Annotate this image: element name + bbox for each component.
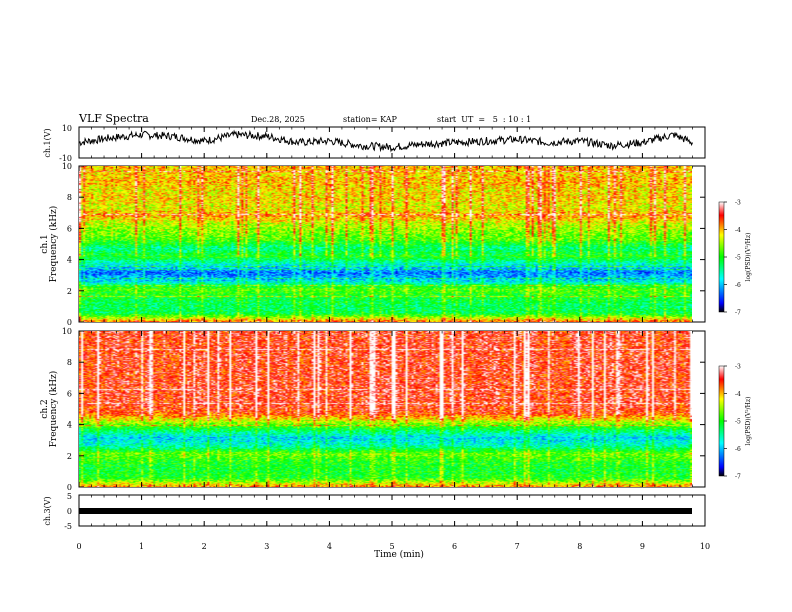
colorbar-ch1-tick-label: -3 bbox=[735, 200, 741, 207]
colorbar-ch2-tick-label: -7 bbox=[735, 474, 741, 481]
colorbar-ch1-tick-label: -6 bbox=[735, 282, 741, 289]
colorbar-ch1-label: log(PSD)(V²/Hz) bbox=[745, 233, 752, 282]
ch1-ytick-label: 2 bbox=[67, 287, 72, 296]
colorbar-ch1-tick-label: -5 bbox=[735, 255, 741, 262]
ch2-ytick-label: 4 bbox=[67, 421, 72, 430]
xtick-label: 5 bbox=[389, 542, 394, 551]
time-axis-label: Time (min) bbox=[374, 549, 424, 560]
ch1-ytick-bottom: -10 bbox=[59, 154, 72, 163]
colorbar-ch2-gradient bbox=[718, 365, 725, 477]
ch2-ytick-label: 10 bbox=[62, 327, 72, 336]
ch1-spectrogram-panel: 0 2 4 6 8 10 ch.1 Frequency (kHz) bbox=[40, 162, 706, 327]
ch1-spec-ylabel-line1: ch.1 bbox=[40, 234, 50, 253]
ch3-waveform-panel: 5 0 -5 ch.3(V) bbox=[43, 492, 706, 531]
ch3-ytick-bottom: -5 bbox=[64, 522, 72, 531]
start-ut-label: start UT = 5 : 10 : 1 bbox=[437, 115, 532, 124]
ch3-ytick-top: 5 bbox=[67, 492, 72, 501]
colorbar-ch2-tick-label: -4 bbox=[735, 391, 741, 398]
figure-title: VLF Spectra bbox=[79, 112, 149, 125]
ch2-spec-ylabel-line1: ch.2 bbox=[40, 399, 50, 418]
ch1-wave-ylabel: ch.1(V) bbox=[43, 128, 52, 157]
ch1-ytick-label: 8 bbox=[67, 193, 72, 202]
xtick-label: 1 bbox=[139, 542, 144, 551]
xtick-label: 0 bbox=[76, 542, 81, 551]
xtick-label: 2 bbox=[202, 542, 207, 551]
ch1-spec-ylabel-line2: Frequency (kHz) bbox=[48, 206, 59, 283]
ch1-ytick-label: 6 bbox=[67, 224, 72, 233]
xtick-label: 8 bbox=[577, 542, 582, 551]
colorbar-ch1: -3 -4 -5 -6 -7 log(PSD)(V²/Hz) bbox=[718, 200, 752, 317]
colorbar-ch2: -3 -4 -5 -6 -7 log(PSD)(V²/Hz) bbox=[718, 364, 752, 481]
ch1-ytick-top: 10 bbox=[62, 124, 72, 133]
xtick-label: 7 bbox=[515, 542, 520, 551]
ch3-wave-ylabel: ch.3(V) bbox=[43, 496, 52, 525]
xtick-label: 3 bbox=[264, 542, 269, 551]
ch1-waveform-line bbox=[78, 129, 693, 153]
colorbar-ch1-tick-label: -4 bbox=[735, 227, 741, 234]
ch1-spectrogram-image bbox=[79, 166, 692, 322]
colorbar-ch2-tick-label: -3 bbox=[735, 364, 741, 371]
time-axis: 0 1 2 3 4 5 6 7 8 9 10 bbox=[76, 127, 710, 551]
ch1-ytick-label: 4 bbox=[67, 256, 72, 265]
ch2-ytick-label: 8 bbox=[67, 358, 72, 367]
colorbar-ch1-gradient bbox=[718, 201, 725, 313]
ch2-ytick-label: 6 bbox=[67, 389, 72, 398]
date-label: Dec.28, 2025 bbox=[251, 115, 305, 124]
xtick-label: 10 bbox=[700, 542, 710, 551]
ch2-spectrogram-image bbox=[79, 331, 692, 487]
ch1-ytick-label: 0 bbox=[67, 318, 72, 327]
ch2-ytick-label: 2 bbox=[67, 452, 72, 461]
ch2-spec-ylabel-line2: Frequency (kHz) bbox=[48, 371, 59, 448]
xtick-label: 4 bbox=[327, 542, 332, 551]
ch2-spectrogram-panel: 0 2 4 6 8 10 ch.2 Frequency (kHz) bbox=[40, 327, 706, 492]
ch1-waveform-panel: 10 -10 ch.1(V) bbox=[43, 124, 706, 163]
colorbar-ch2-tick-label: -6 bbox=[735, 446, 741, 453]
colorbar-ch2-label: log(PSD)(V²/Hz) bbox=[745, 397, 752, 446]
colorbar-ch1-tick-label: -7 bbox=[735, 310, 741, 317]
colorbar-ch2-tick-label: -5 bbox=[735, 419, 741, 426]
xtick-label: 9 bbox=[640, 542, 645, 551]
ch3-waveform-line bbox=[79, 508, 692, 514]
ch1-ytick-label: 10 bbox=[62, 162, 72, 171]
ch2-ytick-label: 0 bbox=[67, 483, 72, 492]
xtick-label: 6 bbox=[452, 542, 457, 551]
ch3-ytick-mid: 0 bbox=[67, 507, 72, 516]
station-label: station= KAP bbox=[343, 115, 397, 124]
